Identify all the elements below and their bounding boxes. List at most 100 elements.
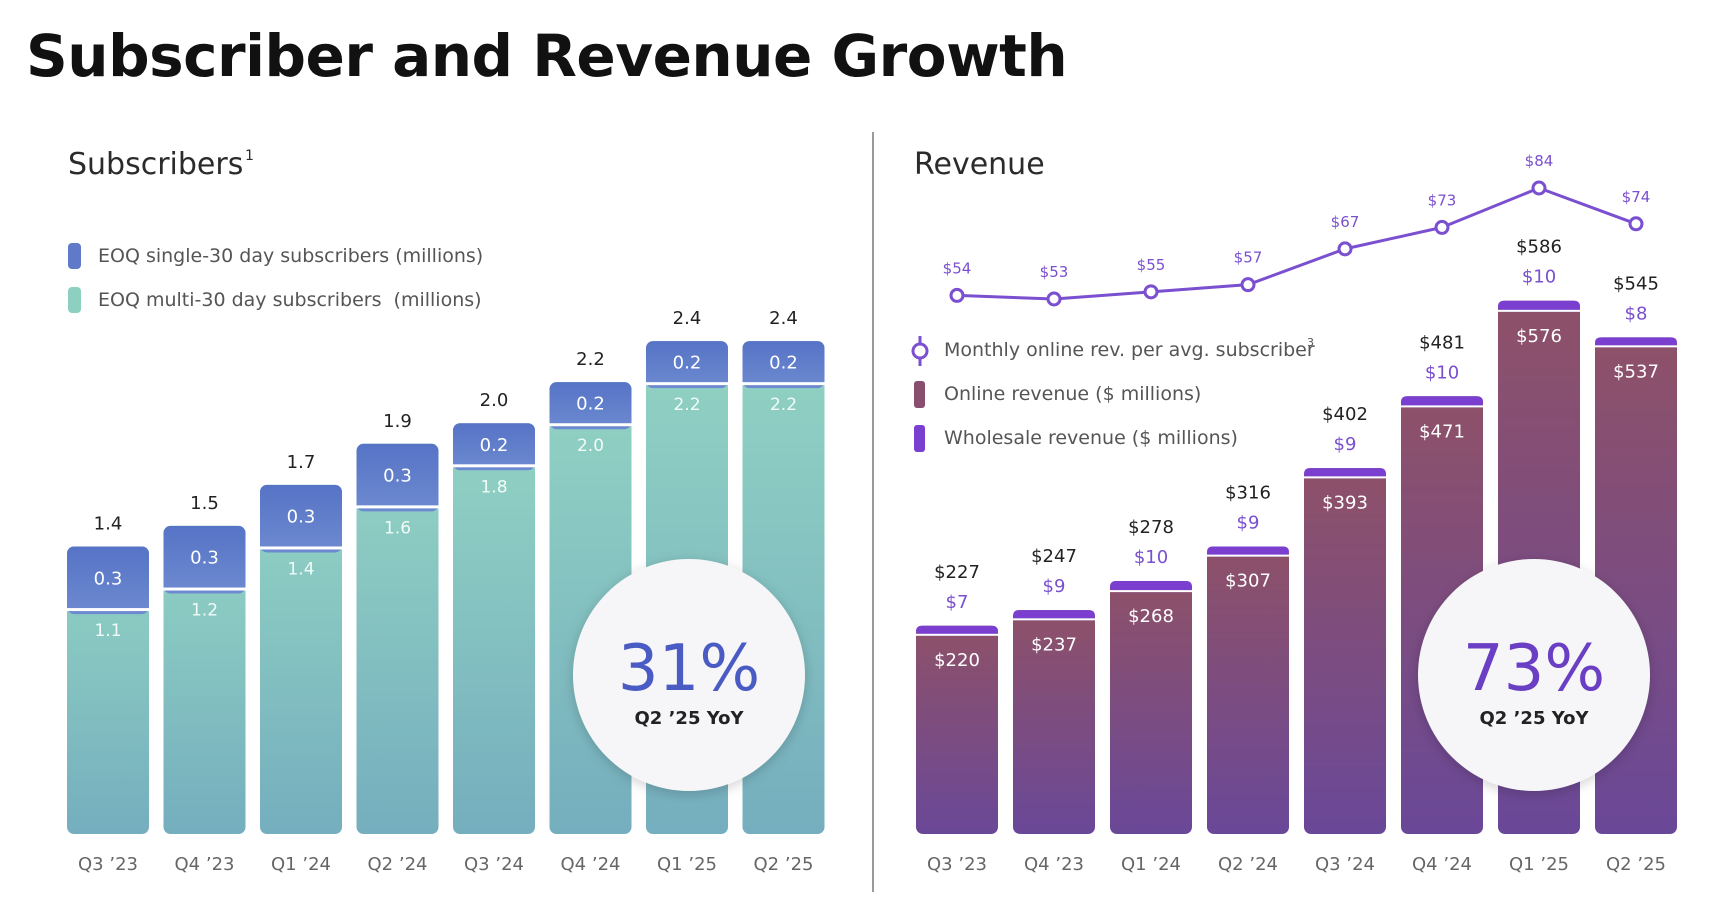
arpu-label: $73 <box>1428 191 1457 209</box>
callout-label: Q2 ’25 YoY <box>1479 708 1589 729</box>
callout-circle <box>573 559 805 791</box>
callout-circle <box>1418 559 1650 791</box>
bar-group: 0.3 1.6 1.9 Q2 ’24 <box>356 411 439 875</box>
arpu-point <box>1046 291 1062 307</box>
bar-group: $268 $10 $278 Q1 ’24 <box>1110 517 1192 875</box>
bar-total-label: 2.4 <box>673 308 702 329</box>
page-title: Subscriber and Revenue Growth <box>26 22 1068 90</box>
bar-label-single-30: 0.2 <box>673 353 702 374</box>
bar-single-30 <box>742 341 825 389</box>
subscribers-title: Subscribers <box>68 147 243 182</box>
callout-value: 73% <box>1463 632 1605 706</box>
bar-label-online: $393 <box>1322 492 1368 513</box>
bar-label-wholesale: $9 <box>1043 576 1066 597</box>
bar-multi-30 <box>356 443 439 834</box>
bar-label-wholesale: $10 <box>1425 362 1459 383</box>
bar-label-online: $576 <box>1516 326 1562 347</box>
x-tick-label: Q3 ’23 <box>78 854 138 875</box>
bar-single-30 <box>646 341 728 389</box>
bar-label-online: $471 <box>1419 421 1465 442</box>
segment-separator <box>1110 590 1192 593</box>
subscribers-chart: Subscribers 1 EOQ single-30 day subscrib… <box>67 147 825 875</box>
subscribers-title-superscript: 1 <box>245 148 254 164</box>
arpu-line <box>956 186 1637 301</box>
bar-online-revenue <box>916 625 998 834</box>
bar-group: 0.2 1.8 2.0 Q3 ’24 <box>453 390 535 875</box>
segment-separator <box>67 608 149 612</box>
segment-separator <box>1304 476 1386 479</box>
arpu-label: $54 <box>943 259 972 277</box>
bar-multi-30 <box>260 484 342 834</box>
legend-label-wholesale: Wholesale revenue ($ millions) <box>944 427 1238 449</box>
legend-swatch-multi-30 <box>68 287 81 313</box>
bar-total-label: $278 <box>1128 517 1174 538</box>
bar-total-label: $316 <box>1225 482 1271 503</box>
bar-label-online: $220 <box>934 650 980 671</box>
bar-total-label: 1.7 <box>287 452 316 473</box>
bar-group: 0.3 1.1 1.4 Q3 ’23 <box>67 513 149 875</box>
bar-group: 0.3 1.2 1.5 Q4 ’23 <box>163 493 246 875</box>
x-tick-label: Q2 ’25 <box>754 854 814 875</box>
x-tick-label: Q2 ’25 <box>1606 854 1666 875</box>
legend-swatch-online <box>914 381 925 408</box>
bar-total-label: 2.4 <box>769 308 798 329</box>
x-tick-label: Q1 ’25 <box>657 854 717 875</box>
bar-total-label: 1.9 <box>383 411 412 432</box>
bar-label-wholesale: $7 <box>946 592 969 613</box>
bar-total-label: 2.0 <box>480 390 509 411</box>
bar-total-label: 2.2 <box>576 349 605 370</box>
subscribers-yoy-callout: 31% Q2 ’25 YoY <box>573 559 805 791</box>
bar-total-label: 1.4 <box>94 513 123 534</box>
bar-wholesale-revenue <box>1498 300 1580 312</box>
bar-total-label: $545 <box>1613 273 1659 294</box>
x-tick-label: Q4 ’24 <box>561 854 621 875</box>
arpu-point <box>1531 180 1547 196</box>
arpu-label: $55 <box>1137 256 1166 274</box>
segment-separator <box>646 382 728 386</box>
bar-label-wholesale: $8 <box>1625 303 1648 324</box>
arpu-label: $67 <box>1331 213 1360 231</box>
bar-total-label: 1.5 <box>190 493 219 514</box>
x-tick-label: Q4 ’24 <box>1412 854 1472 875</box>
legend-label-arpu: Monthly online rev. per avg. subscriber <box>944 339 1315 361</box>
segment-separator <box>1401 405 1483 408</box>
bar-group: $307 $9 $316 Q2 ’24 <box>1207 482 1289 875</box>
bar-group: $471 $10 $481 Q4 ’24 <box>1401 332 1483 875</box>
legend-label-multi-30: EOQ multi-30 day subscribers (millions) <box>98 289 482 311</box>
callout-value: 31% <box>618 632 760 706</box>
arpu-label: $74 <box>1622 188 1651 206</box>
bar-label-wholesale: $9 <box>1237 512 1260 533</box>
bar-label-multi-30: 2.2 <box>770 395 797 415</box>
bar-label-multi-30: 1.8 <box>480 477 507 497</box>
arpu-label: $57 <box>1234 249 1263 267</box>
revenue-title: Revenue <box>914 147 1045 182</box>
arpu-point <box>949 287 965 303</box>
bar-label-multi-30: 1.2 <box>191 601 218 621</box>
segment-separator <box>916 633 998 636</box>
bar-total-label: $247 <box>1031 546 1077 567</box>
callout-label: Q2 ’25 YoY <box>634 708 744 729</box>
bar-label-online: $307 <box>1225 571 1271 592</box>
bar-online-revenue <box>1498 300 1580 834</box>
x-tick-label: Q1 ’24 <box>1121 854 1181 875</box>
arpu-point <box>1240 277 1256 293</box>
bar-group: 0.3 1.4 1.7 Q1 ’24 <box>260 452 342 875</box>
bar-online-revenue <box>1207 546 1289 834</box>
bar-label-single-30: 0.3 <box>287 507 316 528</box>
bar-online-revenue <box>1401 396 1483 834</box>
legend-label-online: Online revenue ($ millions) <box>944 383 1201 405</box>
segment-separator <box>260 546 342 550</box>
arpu-label: $84 <box>1525 152 1554 170</box>
bar-label-single-30: 0.2 <box>769 353 798 374</box>
bar-single-30 <box>163 525 246 594</box>
bar-multi-30 <box>163 525 246 834</box>
legend-swatch-single-30 <box>68 243 81 269</box>
segment-separator <box>356 505 439 509</box>
segment-separator <box>1498 309 1580 312</box>
bar-wholesale-revenue <box>1304 468 1386 479</box>
bar-label-single-30: 0.3 <box>94 568 123 589</box>
bar-group: $393 $9 $402 Q3 ’24 <box>1304 404 1386 875</box>
x-tick-label: Q3 ’23 <box>927 854 987 875</box>
bar-label-single-30: 0.2 <box>576 394 605 415</box>
bar-total-label: $481 <box>1419 332 1465 353</box>
